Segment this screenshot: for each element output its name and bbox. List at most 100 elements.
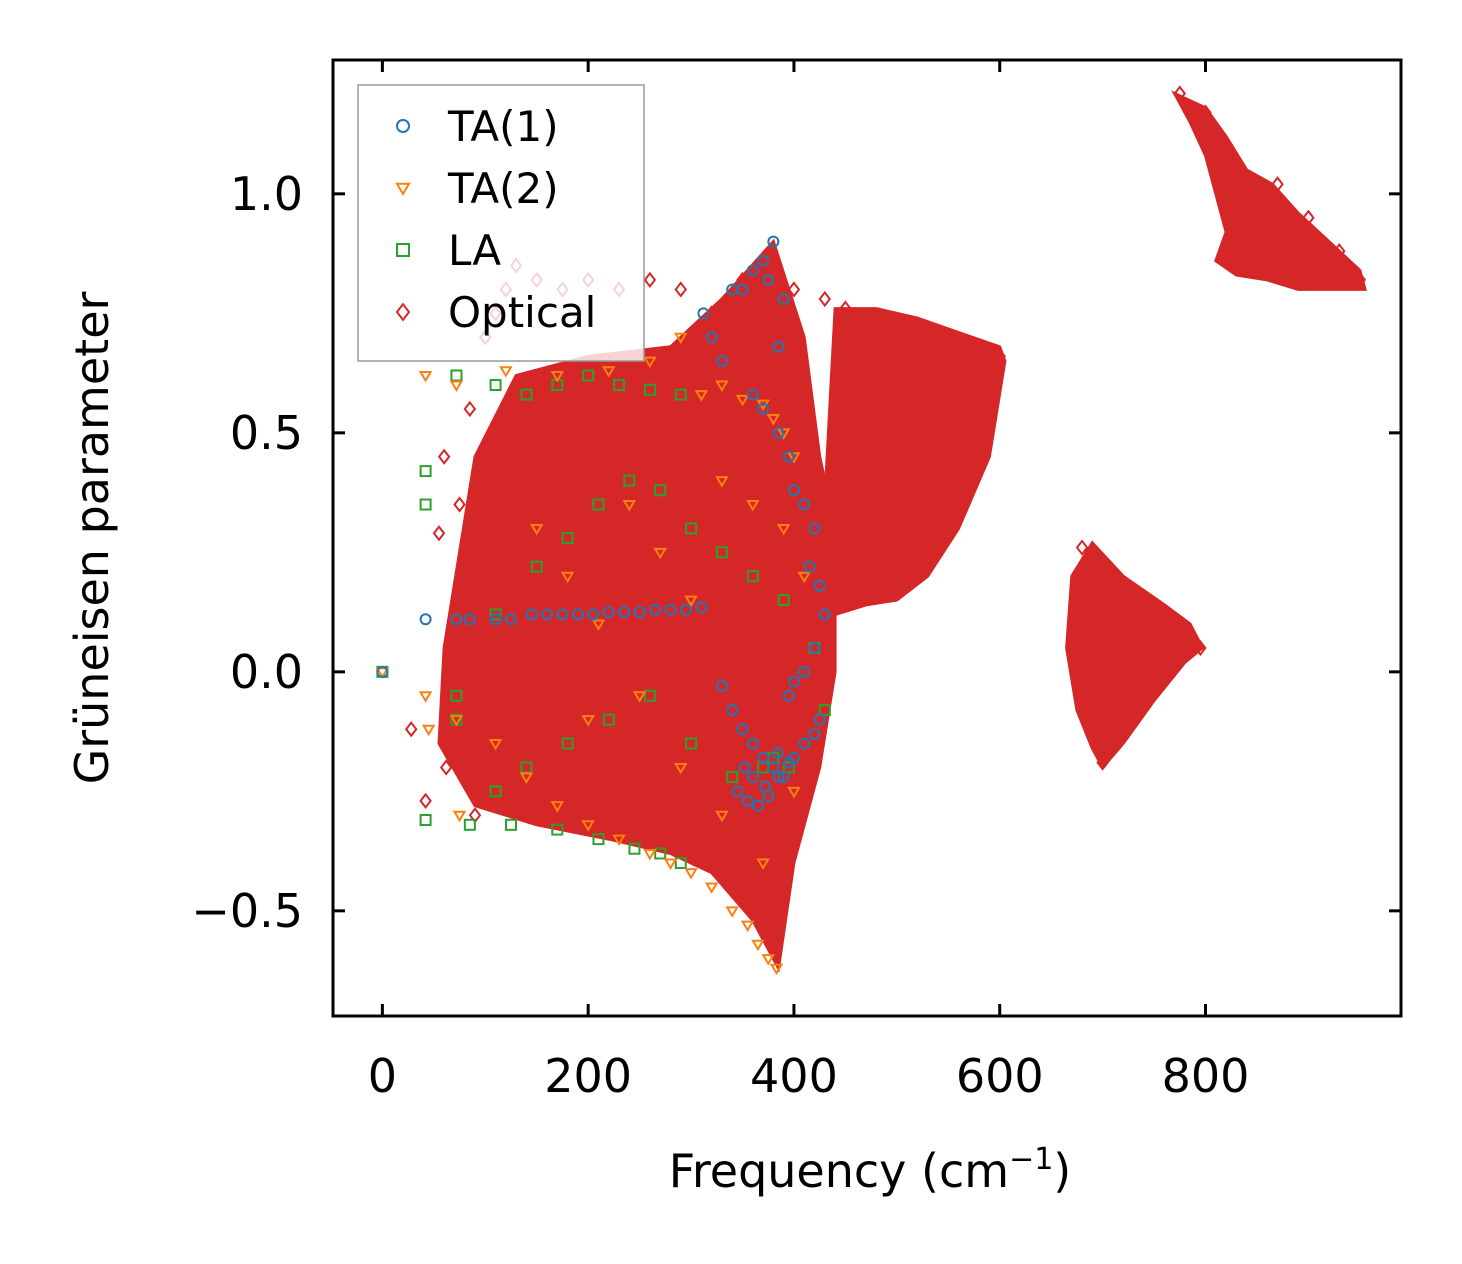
ta-1-point xyxy=(751,799,764,812)
ta-2-point xyxy=(663,858,678,871)
la-point xyxy=(505,818,517,831)
ta-2-point xyxy=(776,428,791,440)
ta-1-point xyxy=(695,601,708,614)
y-tick-label: 0.0 xyxy=(230,645,303,699)
la-point xyxy=(582,369,595,382)
x-axis-label: Frequency (cm−1) xyxy=(669,1142,1072,1198)
ta-2-point xyxy=(418,370,433,383)
ta-2-point xyxy=(622,500,637,512)
optical-point xyxy=(643,271,657,289)
optical-point xyxy=(890,319,904,336)
la-point xyxy=(489,608,502,621)
optical-point xyxy=(736,271,749,289)
la-point xyxy=(489,379,502,392)
la-point xyxy=(746,570,759,583)
ta-2-point xyxy=(421,724,436,737)
ta-1-point xyxy=(746,737,759,750)
la-point xyxy=(613,379,626,392)
ta-1-point xyxy=(777,771,790,783)
ta-1-point xyxy=(746,771,759,783)
ta-2-point xyxy=(761,954,775,966)
ta-1-point xyxy=(489,613,502,626)
ta-1-point xyxy=(463,613,476,626)
optical-point xyxy=(787,281,801,298)
ta-1-point xyxy=(757,254,770,267)
ta-2-point xyxy=(653,547,667,560)
optical-point xyxy=(1353,271,1367,289)
la-point xyxy=(530,560,543,573)
ta-1-point xyxy=(697,307,710,320)
legend-label: Optical xyxy=(448,288,596,337)
la-point xyxy=(419,465,432,478)
optical-point xyxy=(1199,104,1212,121)
ta-1-point xyxy=(777,293,790,305)
optical-point xyxy=(1096,754,1109,771)
la-point xyxy=(685,522,698,535)
ta-2-point xyxy=(674,332,688,345)
optical-point xyxy=(1333,243,1346,260)
la-point xyxy=(674,388,687,401)
ta-2-point xyxy=(581,715,595,727)
optical-point xyxy=(818,290,832,308)
ta-1-point xyxy=(818,608,831,621)
la-point xyxy=(602,713,615,726)
la-point xyxy=(520,761,533,774)
ta-1-point xyxy=(762,273,775,286)
ta-1-point xyxy=(808,522,821,535)
y-tick-label: 1.0 xyxy=(230,167,303,221)
ta-2-point xyxy=(449,715,464,727)
ta-2-point xyxy=(488,739,503,751)
legend-label: TA(2) xyxy=(447,164,559,213)
ta-2-point xyxy=(776,523,791,536)
ta-2-point xyxy=(499,366,513,378)
la-point xyxy=(726,771,739,783)
ta-1-point xyxy=(757,402,770,415)
optical-point xyxy=(1250,176,1264,193)
optical-point xyxy=(463,400,477,418)
ta-2-point xyxy=(740,920,755,933)
ta-2-point xyxy=(704,882,719,894)
ta-2-point xyxy=(746,500,760,512)
la-point xyxy=(450,689,463,702)
ta-2-point xyxy=(449,380,464,393)
optical-point xyxy=(1302,209,1315,226)
ta-1-point xyxy=(771,747,784,760)
ta-1-point xyxy=(731,785,744,798)
ta-1-point xyxy=(813,713,826,726)
ta-1-point xyxy=(798,498,811,511)
optical-band-680-800 xyxy=(1065,540,1205,771)
ta-2-point xyxy=(797,571,811,584)
optical-point xyxy=(952,338,965,355)
la-point xyxy=(643,383,656,396)
ta-2-point xyxy=(766,414,781,426)
ta-1-point xyxy=(787,675,800,688)
ta-2-point xyxy=(612,834,626,847)
ta-2-point xyxy=(601,366,616,378)
optical-point xyxy=(439,759,453,776)
ta-1-point xyxy=(738,761,751,774)
ta-1-point xyxy=(772,426,785,439)
ta-2-point xyxy=(452,810,467,823)
optical-point xyxy=(404,721,418,738)
ta-2-point xyxy=(643,356,657,369)
ta-2-point xyxy=(715,810,729,823)
ta-2-point xyxy=(560,571,575,584)
ta-2-point xyxy=(787,786,801,799)
y-tick-label: 0.5 xyxy=(230,406,303,460)
plot-frame xyxy=(331,58,1403,1018)
ta-2-point xyxy=(375,667,390,679)
ta-1-point xyxy=(618,606,631,619)
ta-1-point xyxy=(715,680,728,693)
optical-point xyxy=(419,792,432,810)
optical-point xyxy=(1075,539,1089,556)
optical-point xyxy=(1194,639,1207,657)
optical-point xyxy=(839,300,852,317)
ta-1-point xyxy=(808,727,821,740)
ta-1-point xyxy=(419,613,432,626)
optical-point xyxy=(674,281,688,298)
optical-point xyxy=(993,348,1006,365)
legend-marker xyxy=(396,243,410,257)
ta-2-point xyxy=(581,820,595,832)
optical-point xyxy=(453,496,466,513)
